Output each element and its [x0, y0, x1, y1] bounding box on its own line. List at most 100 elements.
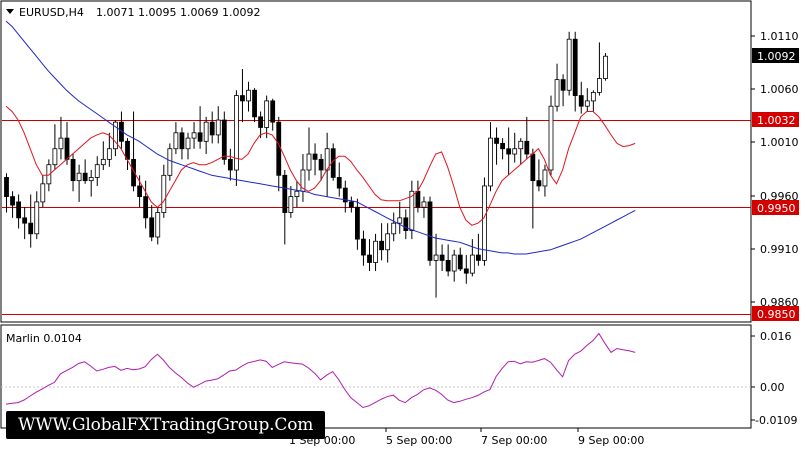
ohlc-readout: 1.0071 1.0095 1.0069 1.0092	[96, 6, 260, 19]
candlestick	[22, 207, 28, 240]
candlestick	[469, 239, 475, 277]
candlestick	[16, 194, 22, 229]
candlestick	[185, 132, 191, 160]
candlestick	[58, 116, 64, 160]
price-tick-label: 0.9860	[760, 296, 799, 309]
candlestick	[76, 164, 82, 202]
candlestick	[494, 127, 499, 165]
candlestick	[475, 233, 481, 266]
candlestick	[572, 31, 578, 112]
candlestick	[348, 196, 354, 213]
candlestick	[252, 88, 257, 123]
candlestick	[457, 247, 463, 272]
price-tick-label: 1.0060	[760, 83, 799, 96]
candlestick	[155, 207, 161, 245]
candlestick	[354, 198, 360, 250]
indicator-axis: 0.016 0.00 -0.0109	[751, 330, 797, 427]
indicator-title: Marlin 0.0104	[6, 332, 82, 345]
candlestick	[52, 124, 58, 171]
main-chart-frame	[0, 0, 752, 323]
indicator-frame	[0, 324, 752, 429]
candlestick	[94, 156, 100, 186]
candlestick	[518, 138, 524, 165]
candlestick	[143, 180, 149, 229]
marlin-oscillator-line	[5, 332, 636, 409]
level-tag-label: 1.0032	[757, 114, 796, 127]
level-tag	[752, 200, 799, 215]
fast-moving-average-line	[5, 105, 636, 226]
candlestick	[342, 180, 348, 213]
candlestick	[463, 255, 469, 284]
candlestick	[578, 81, 584, 114]
candlestick	[427, 196, 433, 266]
candlestick	[197, 106, 203, 149]
candlestick	[433, 233, 439, 298]
candlestick	[397, 201, 403, 234]
candlestick	[215, 106, 221, 144]
candlestick	[324, 132, 330, 197]
price-tick-label: 0.9910	[760, 243, 799, 256]
candlestick	[82, 159, 88, 184]
symbol-dropdown-icon[interactable]	[6, 9, 14, 14]
candlestick	[445, 244, 451, 277]
candlestick	[113, 120, 118, 157]
level-tag-label: 0.9950	[757, 202, 796, 215]
candlestick	[536, 159, 542, 192]
candlestick	[149, 205, 155, 242]
candlestick	[524, 116, 530, 160]
candlestick	[40, 175, 46, 208]
current-price-label: 1.0092	[757, 50, 796, 63]
candlestick	[542, 164, 548, 197]
candlestick	[119, 111, 124, 149]
candlestick	[603, 53, 608, 81]
candlestick	[548, 95, 554, 176]
price-tick-label: 0.9960	[760, 190, 799, 203]
candlestick	[282, 170, 288, 245]
candlestick	[179, 127, 185, 160]
time-tick-label: 7 Sep 00:00	[481, 434, 547, 447]
candlestick	[584, 88, 590, 112]
candlestick	[173, 122, 179, 155]
candlestick	[246, 81, 251, 112]
candlestick	[240, 68, 245, 123]
price-tick-label: 1.0110	[760, 30, 799, 43]
candlestick	[258, 111, 264, 139]
time-axis: 1 Sep 00:00 5 Sep 00:00 7 Sep 00:00 9 Se…	[288, 428, 644, 447]
time-tick-label: 9 Sep 00:00	[578, 434, 644, 447]
candlestick	[590, 90, 596, 112]
candlestick	[554, 63, 560, 112]
candlestick	[191, 122, 197, 149]
candlestick	[482, 177, 487, 266]
candlestick	[131, 111, 136, 192]
candlestick	[106, 132, 112, 167]
indicator-tick-label: -0.0109	[755, 414, 797, 427]
candlestick	[10, 191, 15, 218]
candlestick	[391, 212, 397, 242]
candlestick	[100, 141, 106, 171]
slow-moving-average-line	[5, 20, 636, 255]
candlestick	[439, 244, 445, 272]
candlestick	[270, 98, 276, 131]
current-price-tag	[752, 48, 799, 63]
candlestick	[203, 116, 209, 155]
candlestick	[70, 154, 76, 192]
candlestick	[403, 209, 409, 240]
candlestick	[506, 127, 512, 176]
indicator-tick-label: 0.016	[760, 330, 792, 343]
candlestick	[361, 230, 366, 266]
candlestick	[560, 74, 566, 107]
candlestick	[566, 31, 572, 96]
candlestick	[125, 138, 130, 171]
candlestick	[288, 185, 294, 218]
candlestick	[209, 111, 215, 144]
time-tick-label: 5 Sep 00:00	[386, 434, 452, 447]
candlestick	[294, 180, 300, 208]
candlestick	[379, 223, 385, 261]
symbol-title: EURUSD,H4	[19, 6, 84, 19]
candlestick	[34, 191, 40, 240]
level-tag	[752, 112, 799, 127]
candlestick	[137, 175, 143, 208]
candlestick	[4, 173, 9, 213]
candlestick	[512, 132, 518, 163]
